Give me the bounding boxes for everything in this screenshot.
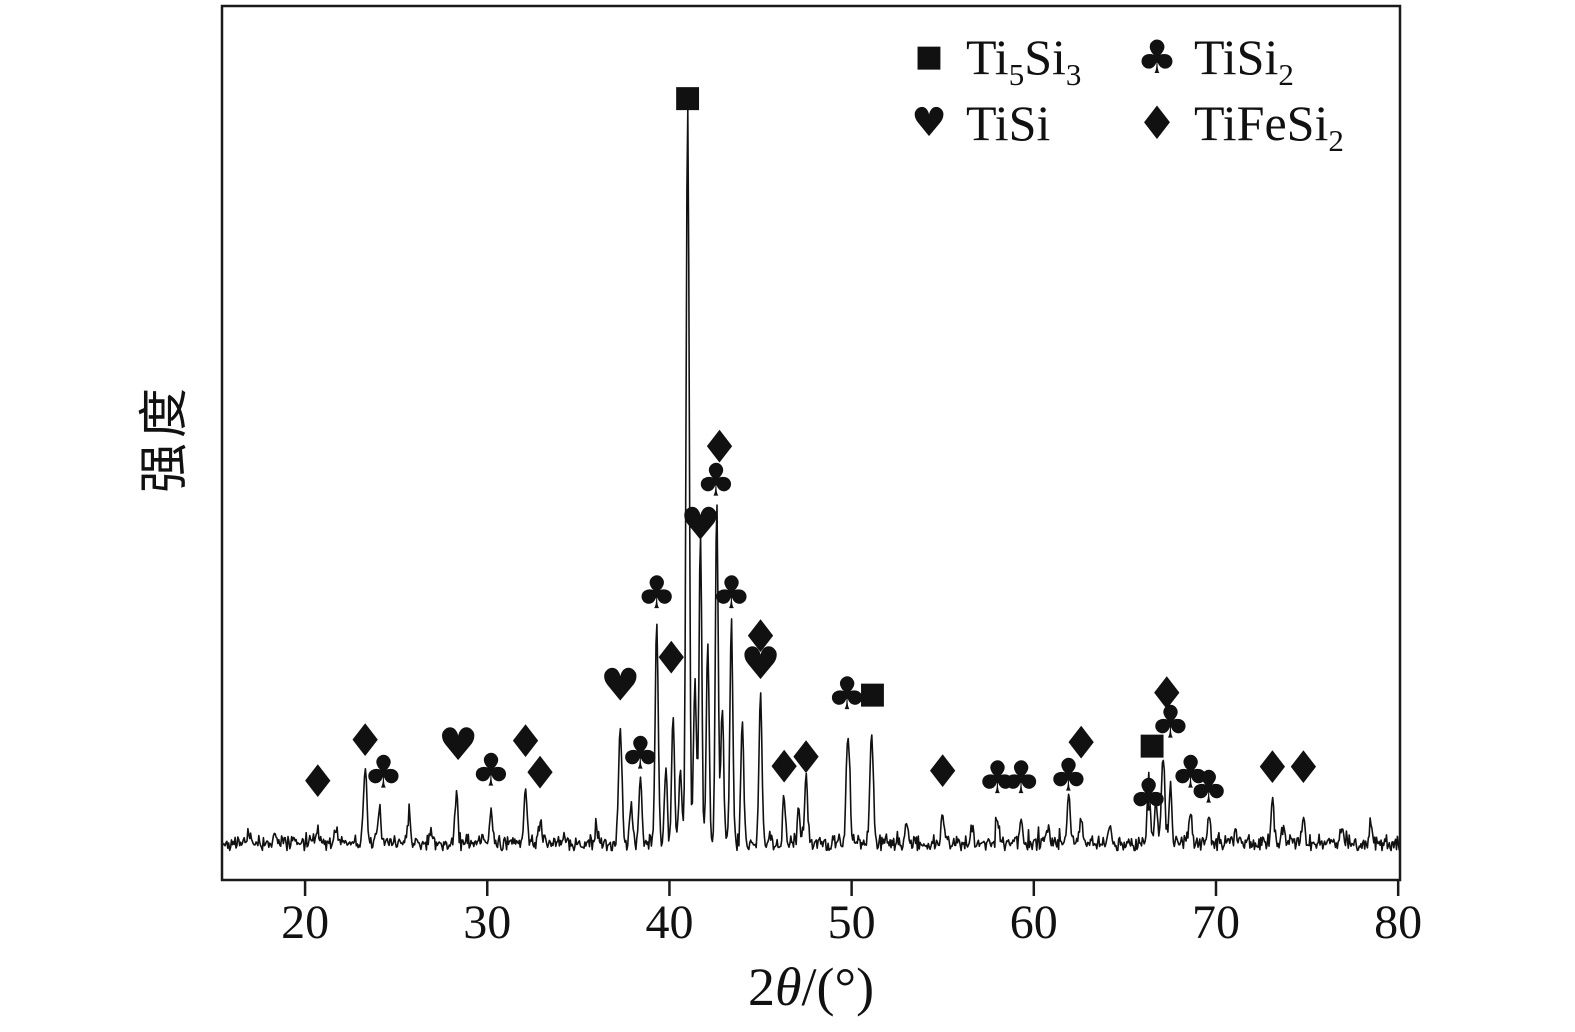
legend-item-tisi2: ♣ TiSi2 <box>1134 26 1344 92</box>
heart-peak-marker-icon: ♥ <box>680 498 720 551</box>
legend-item-ti5si3: ■ Ti5Si3 <box>906 26 1134 92</box>
club-peak-marker-icon: ♣ <box>471 743 511 796</box>
legend-label: Ti5Si3 <box>966 29 1082 92</box>
diamond-peak-marker-icon: ♦ <box>1061 717 1101 770</box>
diamond-peak-marker-icon: ♦ <box>1283 741 1323 794</box>
club-peak-marker-icon: ♣ <box>977 751 1017 804</box>
square-peak-marker-icon: ■ <box>858 676 886 711</box>
legend-label: TiFeSi2 <box>1194 95 1344 158</box>
diamond-peak-marker-icon: ♦ <box>520 746 560 799</box>
club-peak-marker-icon: ♣ <box>1001 751 1041 804</box>
x-axis-tick-label: 80 <box>1374 896 1422 949</box>
diamond-peak-marker-icon: ♦ <box>740 610 780 663</box>
legend-label: TiSi2 <box>1194 29 1294 92</box>
club-peak-marker-icon: ♣ <box>1150 695 1190 748</box>
legend-label: TiSi <box>966 95 1051 151</box>
heart-peak-marker-icon: ♥ <box>600 658 640 711</box>
diamond-peak-marker-icon: ♦ <box>505 715 545 768</box>
club-peak-marker-icon: ♣ <box>363 746 403 799</box>
club-marker-icon: ♣ <box>1136 30 1178 84</box>
x-axis-tick-label: 40 <box>645 896 693 949</box>
square-peak-marker-icon: ■ <box>1138 727 1166 762</box>
club-peak-marker-icon: ♣ <box>620 726 660 779</box>
diamond-peak-marker-icon: ♦ <box>345 714 385 767</box>
y-axis-title: 强度 <box>136 383 192 493</box>
x-axis-tick-label: 20 <box>281 896 329 949</box>
club-peak-marker-icon: ♣ <box>1170 746 1210 799</box>
square-marker-icon: ■ <box>914 39 944 74</box>
diamond-peak-marker-icon: ♦ <box>923 745 963 798</box>
legend-item-tifesi2: ♦ TiFeSi2 <box>1134 92 1344 158</box>
plot-frame <box>220 4 1402 882</box>
x-axis-title: 2θ/(°) <box>747 957 875 1017</box>
heart-marker-icon: ♥ <box>911 100 947 146</box>
legend-item-tisi: ♥ TiSi <box>906 92 1134 154</box>
club-peak-marker-icon: ♣ <box>696 453 736 506</box>
xrd-intensity-curve <box>221 109 1401 852</box>
heart-peak-marker-icon: ♥ <box>438 718 478 771</box>
diamond-peak-marker-icon: ♦ <box>764 740 804 793</box>
diamond-peak-marker-icon: ♦ <box>1147 667 1187 720</box>
club-peak-marker-icon: ♣ <box>1128 769 1168 822</box>
x-axis-tick-label: 30 <box>463 896 511 949</box>
diamond-peak-marker-icon: ♦ <box>786 731 826 784</box>
club-peak-marker-icon: ♣ <box>711 566 751 619</box>
diamond-peak-marker-icon: ♦ <box>298 755 338 808</box>
x-axis-tick-label: 70 <box>1192 896 1240 949</box>
club-peak-marker-icon: ♣ <box>1048 749 1088 802</box>
x-axis-tick-label: 50 <box>828 896 876 949</box>
club-peak-marker-icon: ♣ <box>1189 760 1229 813</box>
square-peak-marker-icon: ■ <box>673 80 701 115</box>
diamond-peak-marker-icon: ♦ <box>1252 741 1292 794</box>
legend: ■ Ti5Si3 ♣ TiSi2 ♥ TiSi ♦ TiFeSi2 <box>906 26 1344 158</box>
diamond-marker-icon: ♦ <box>1136 96 1178 150</box>
diamond-peak-marker-icon: ♦ <box>651 632 691 685</box>
club-peak-marker-icon: ♣ <box>827 667 867 720</box>
x-axis-tick-label: 60 <box>1010 896 1058 949</box>
club-peak-marker-icon: ♣ <box>637 566 677 619</box>
heart-peak-marker-icon: ♥ <box>740 637 780 690</box>
diamond-peak-marker-icon: ♦ <box>699 421 739 474</box>
